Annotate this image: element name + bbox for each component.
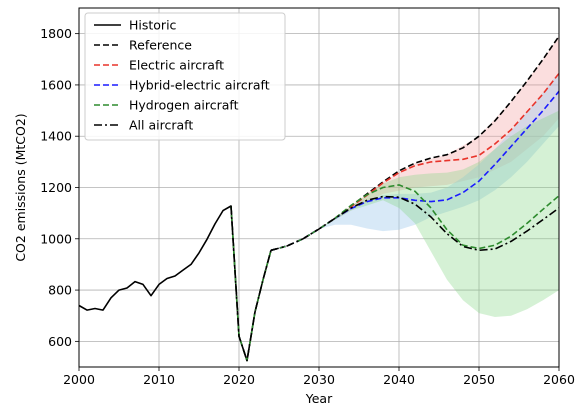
legend-label: Hybrid-electric aircraft [129, 78, 270, 93]
legend-label: Historic [129, 18, 177, 33]
legend-label: All aircraft [129, 118, 193, 133]
uncertainty-band [319, 36, 559, 230]
y-tick-label: 1600 [40, 77, 72, 92]
y-axis-label: CO2 emissions (MtCO2) [13, 113, 28, 261]
y-tick-label: 1200 [40, 180, 72, 195]
legend-label: Reference [129, 38, 192, 53]
uncertainty-band [319, 72, 559, 232]
x-tick-label: 2040 [383, 372, 415, 387]
y-tick-label: 1000 [40, 231, 72, 246]
y-tick-label: 1400 [40, 129, 72, 144]
x-tick-label: 2020 [223, 372, 255, 387]
legend-label: Hydrogen aircraft [129, 98, 239, 113]
legend: Historic Reference Electric aircraft Hybrid… [84, 12, 286, 141]
x-tick-label: 2060 [543, 372, 575, 387]
legend-box [84, 12, 286, 141]
x-axis-label: Year [305, 391, 333, 406]
overlay-line [230, 205, 272, 362]
x-tick-label: 2030 [303, 372, 335, 387]
series-lines [78, 35, 560, 362]
x-tick-label: 2000 [63, 372, 95, 387]
uncertainty-band [319, 110, 559, 317]
series-line-historic [78, 205, 272, 362]
axis-ticks: 2000 2010 2020 2030 2040 2050 2060 600 800 1000 12… [40, 26, 575, 387]
series-line-all-aircraft [270, 195, 560, 252]
y-tick-label: 600 [48, 334, 72, 349]
x-tick-label: 2050 [463, 372, 495, 387]
y-tick-label: 800 [48, 283, 72, 298]
series-line-hydrogen-aircraft [270, 184, 560, 252]
series-line-hybrid-electric-aircraft [270, 90, 560, 252]
uncertainty-bands [319, 36, 559, 317]
x-tick-label: 2010 [143, 372, 175, 387]
legend-label: Electric aircraft [129, 58, 224, 73]
series-line-electric-aircraft [270, 72, 560, 252]
y-tick-label: 1800 [40, 26, 72, 41]
